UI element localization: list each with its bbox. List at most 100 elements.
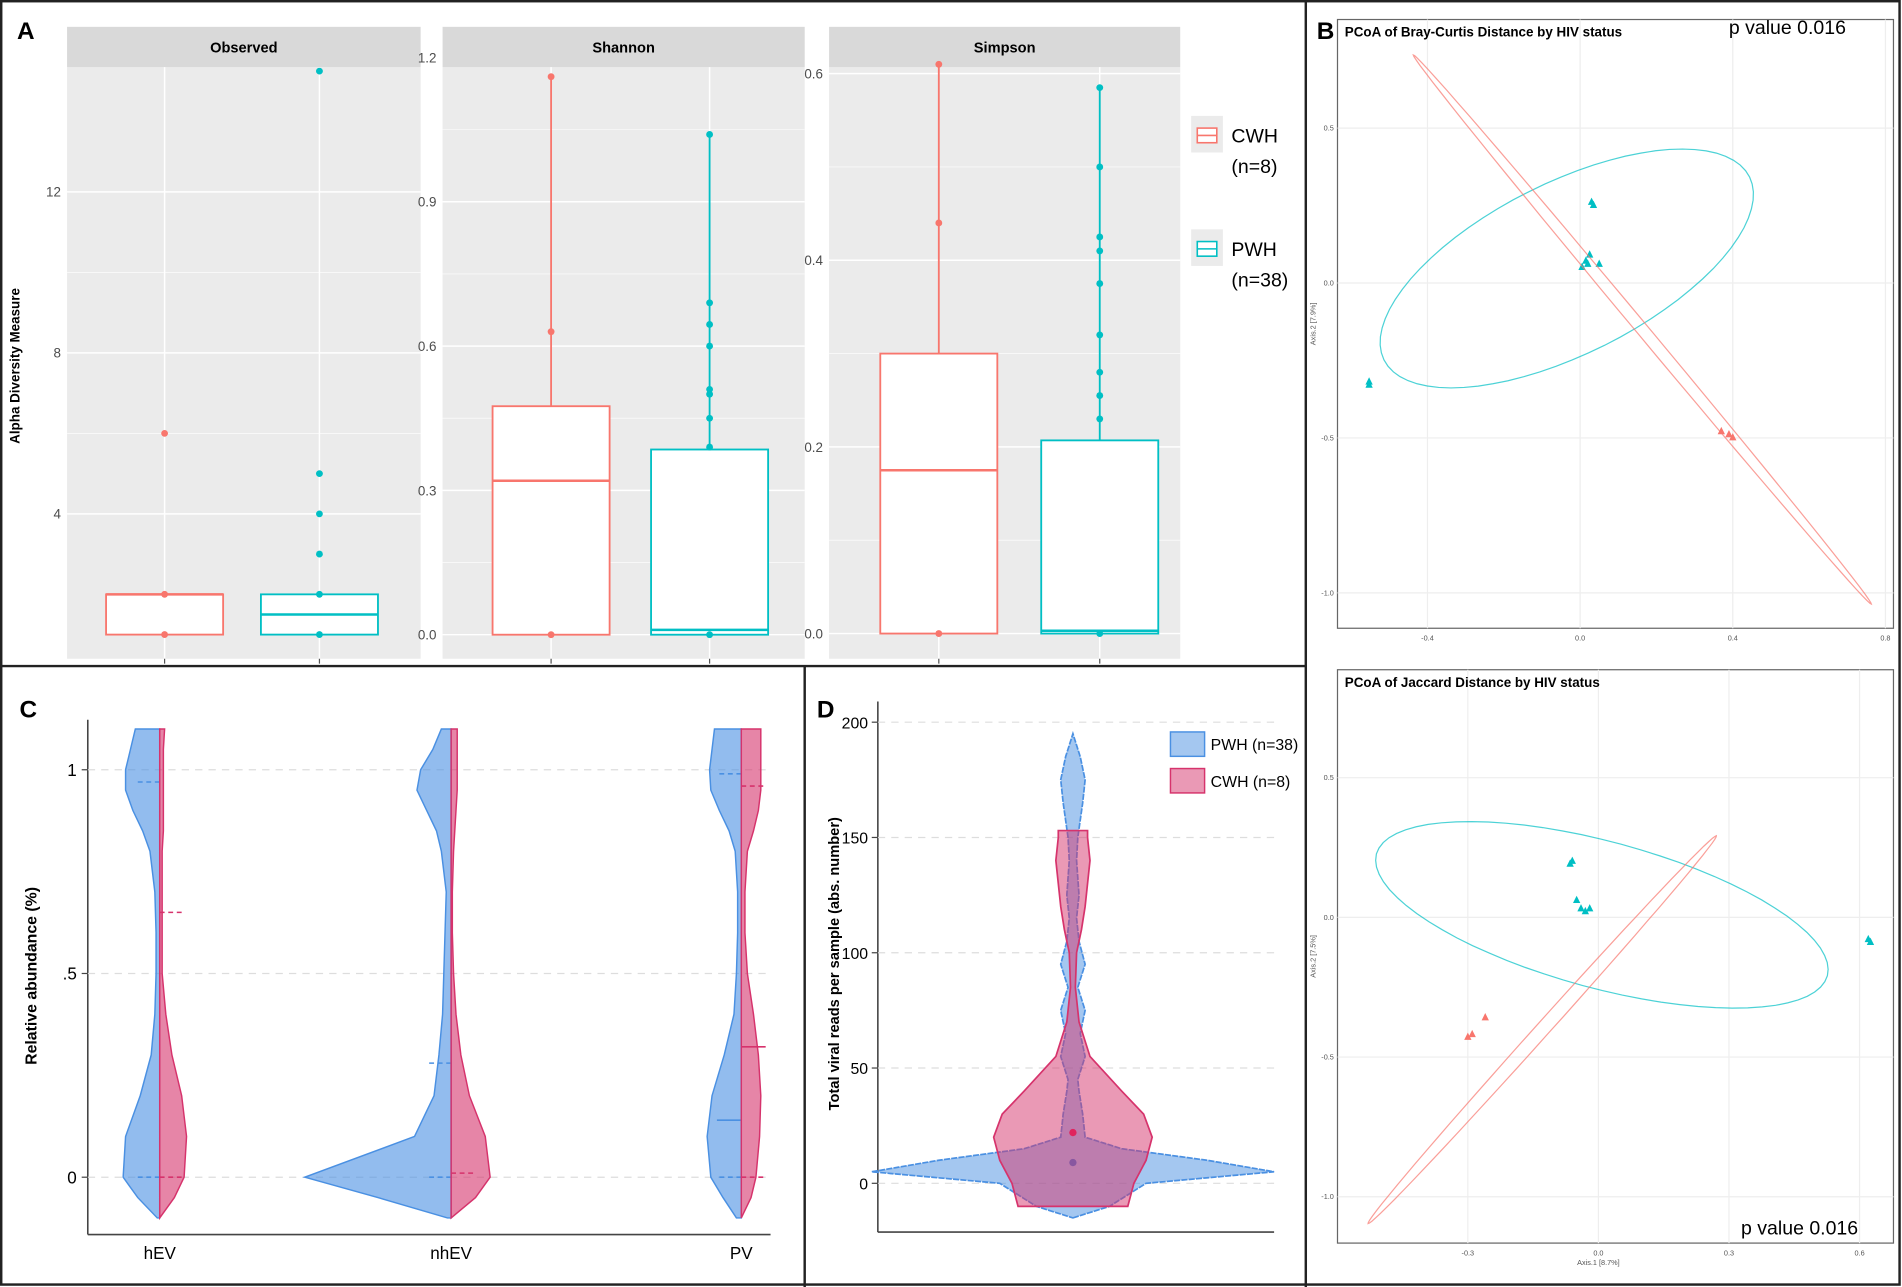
x-tick-label: 0.4 xyxy=(1728,633,1738,642)
facet-strip xyxy=(442,26,805,68)
x-tick-label: 0.6 xyxy=(1854,1248,1864,1257)
data-point-pwh xyxy=(1581,906,1590,915)
y-tick-label: 200 xyxy=(842,715,869,732)
y-tick-label: 0.4 xyxy=(804,253,823,268)
data-point xyxy=(316,631,323,639)
y-tick-label: 50 xyxy=(850,1061,868,1078)
data-point xyxy=(935,60,943,68)
legend-key-pwh-icon xyxy=(1169,731,1206,758)
y-tick-label: 100 xyxy=(842,946,869,963)
plot-title: PCoA of Jaccard Distance by HIV status xyxy=(1345,675,1600,690)
y-axis-label: Axis.2 [7.5%] xyxy=(1309,935,1318,978)
violin-cwh xyxy=(992,829,1154,1208)
y-tick-label: -1.0 xyxy=(1321,1192,1334,1201)
panel-label-b: B xyxy=(1317,18,1335,45)
y-tick-label: 0 xyxy=(67,1168,76,1187)
confidence-ellipse-pwh xyxy=(1379,148,1754,389)
data-point-pwh xyxy=(1572,895,1581,904)
center-point xyxy=(1069,1128,1077,1137)
data-point xyxy=(316,550,323,558)
data-point-pwh xyxy=(1586,904,1594,912)
data-point xyxy=(1096,368,1104,376)
data-point xyxy=(706,414,714,422)
data-point xyxy=(1096,233,1104,241)
panel-b-bray-curtis: -0.4 0.0 0.4 0.8 0.5 0.0 -0.5 -1.0 PCoA of Bray-… xyxy=(1309,17,1895,642)
plot-title: PCoA of Bray-Curtis Distance by HIV stat… xyxy=(1345,25,1622,40)
y-axis-label: Relative abundance (%) xyxy=(24,887,41,1065)
panel-b-jaccard: -0.3 0.0 0.3 0.6 0.5 0.0 -0.5 -1.0 PCoA of Jacca… xyxy=(1309,669,1895,1267)
y-tick-label: 0.0 xyxy=(1324,278,1334,287)
panel-a-alpha-diversity: Alpha Diversity Measure Observed 4 8 12 Shann… xyxy=(8,26,1288,664)
data-point xyxy=(1096,415,1104,423)
violin-pwh xyxy=(706,728,743,1219)
y-tick-label: 0 xyxy=(859,1176,868,1193)
box-cwh xyxy=(491,405,611,636)
violin-cwh xyxy=(450,728,491,1220)
y-tick-label: -1.0 xyxy=(1321,588,1334,597)
confidence-ellipse-cwh xyxy=(1367,834,1718,1225)
violin-pwh xyxy=(122,728,161,1219)
y-tick-label: 0.5 xyxy=(1324,773,1334,782)
legend-key-cwh-icon xyxy=(1169,767,1206,794)
data-point xyxy=(316,470,323,478)
facet-strip xyxy=(829,26,1181,68)
y-tick-label: 1.2 xyxy=(418,50,437,65)
legend-label: CWH (n=8) xyxy=(1211,774,1291,791)
data-point xyxy=(706,390,714,398)
box-cwh xyxy=(879,352,999,635)
y-tick-label: 12 xyxy=(46,185,61,200)
p-value-annotation: p value 0.016 xyxy=(1741,1218,1858,1240)
data-point-pwh xyxy=(1577,904,1585,912)
data-point-cwh xyxy=(1468,1029,1476,1038)
data-point xyxy=(547,631,555,639)
panel-c-relative-abundance: 0 .5 1 Relative abundance (%) hEV nhEV PV xyxy=(24,719,771,1263)
y-tick-label: 8 xyxy=(53,346,60,361)
y-axis-label: Alpha Diversity Measure xyxy=(8,288,23,444)
panel-label-a: A xyxy=(17,18,35,45)
data-point xyxy=(547,73,555,81)
y-axis-label: Total viral reads per sample (abs. numbe… xyxy=(827,817,843,1110)
panel-label-c: C xyxy=(20,696,38,723)
data-point-pwh xyxy=(1568,856,1576,864)
y-tick-label: 0.5 xyxy=(1324,124,1334,133)
data-point xyxy=(316,67,323,75)
y-tick-label: 1 xyxy=(67,761,76,780)
data-point xyxy=(161,429,169,437)
plot-frame xyxy=(1336,669,1895,1244)
y-tick-label: 0.9 xyxy=(418,195,437,210)
data-point xyxy=(1096,280,1104,288)
y-tick-label: 0.6 xyxy=(804,67,823,82)
x-tick-label: -0.3 xyxy=(1462,1248,1475,1257)
box-pwh xyxy=(650,448,770,636)
x-tick-label: 0.8 xyxy=(1880,633,1890,642)
data-point xyxy=(706,342,714,350)
data-point xyxy=(316,590,323,598)
data-point-pwh xyxy=(1365,377,1373,385)
data-point xyxy=(316,510,323,518)
data-point-pwh xyxy=(1866,937,1875,945)
data-point xyxy=(161,631,169,639)
y-tick-label: 0.0 xyxy=(1324,913,1334,922)
data-point xyxy=(706,321,714,328)
data-point-cwh xyxy=(1729,433,1737,441)
y-tick-label: 0.6 xyxy=(418,339,437,354)
y-tick-label: 0.0 xyxy=(804,626,823,641)
data-point xyxy=(706,385,714,393)
violin-cwh xyxy=(158,728,188,1221)
x-tick-label: 0.0 xyxy=(1593,1248,1603,1257)
data-point xyxy=(1096,247,1104,255)
data-point xyxy=(706,131,714,138)
data-point-cwh xyxy=(1725,429,1733,438)
y-tick-label: .5 xyxy=(63,965,77,984)
y-tick-label: 0.3 xyxy=(418,483,437,498)
box-pwh xyxy=(1040,439,1160,635)
x-tick-label: -0.4 xyxy=(1421,633,1434,642)
x-tick-label: nhEV xyxy=(430,1244,472,1263)
panel-label-d: D xyxy=(817,696,835,723)
facet-background xyxy=(67,67,421,659)
data-point-pwh xyxy=(1595,259,1603,267)
y-tick-label: -0.5 xyxy=(1321,1052,1334,1061)
legend-n-label: (n=38) xyxy=(1231,270,1288,292)
facet-title: Observed xyxy=(210,40,277,56)
data-point xyxy=(547,328,555,336)
